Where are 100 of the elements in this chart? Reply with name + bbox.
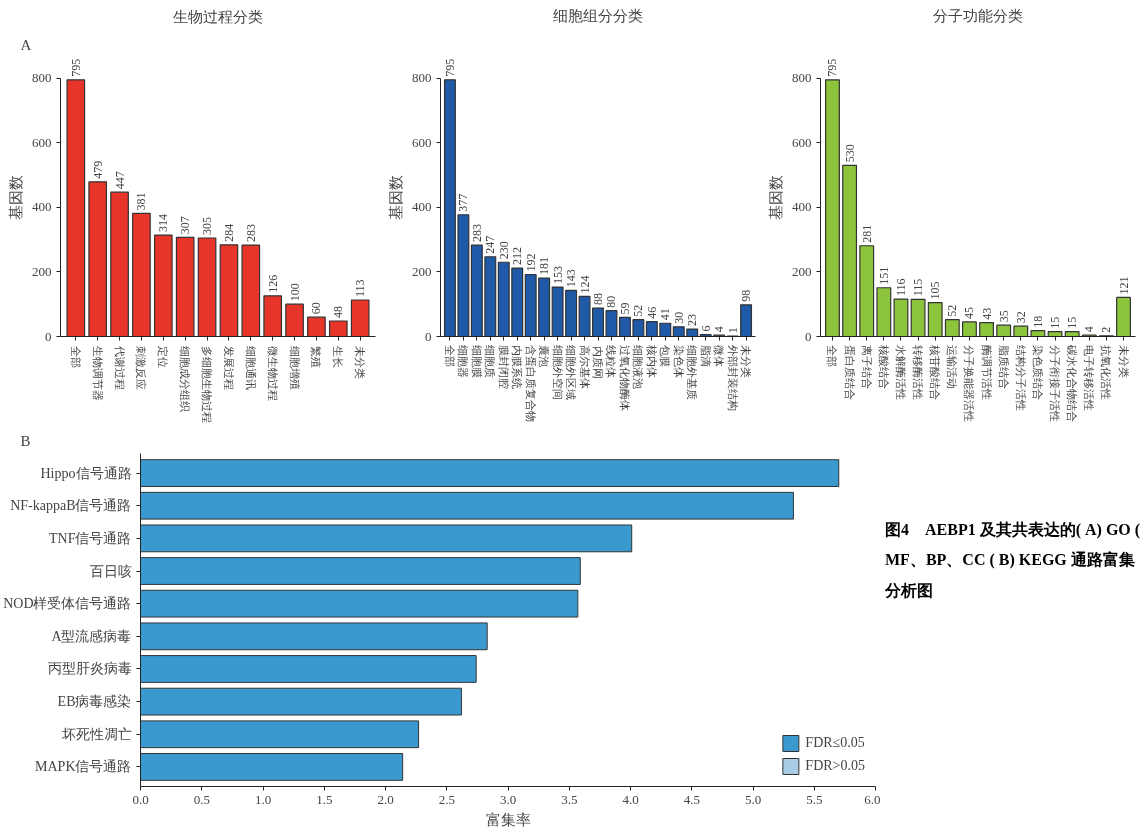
x-tick-label: 细胞通讯 bbox=[244, 345, 257, 390]
data-label: 113 bbox=[353, 279, 368, 298]
data-label: 18 bbox=[1030, 315, 1045, 328]
caption: 图4 AEBP1 及其共表达的( A) GO ( MF、BP、CC ( B) KEGG 通路富集分析图 bbox=[885, 520, 1142, 601]
x-tick-label: 4.5 bbox=[683, 791, 700, 807]
data-label: 105 bbox=[928, 281, 943, 300]
data-label: 126 bbox=[265, 274, 280, 293]
x-tick-label: 代谢过程 bbox=[113, 344, 126, 390]
data-label: 6 bbox=[698, 325, 713, 332]
x-tick-label: 未分类 bbox=[1117, 345, 1130, 379]
data-label: 43 bbox=[979, 307, 994, 320]
data-label: 2 bbox=[1099, 326, 1114, 333]
x-tick-label: 5.0 bbox=[744, 791, 762, 807]
data-label: 447 bbox=[112, 171, 127, 190]
chart-title: 生物过程分类 bbox=[173, 8, 263, 25]
x-tick-label: 全部 bbox=[443, 345, 456, 368]
x-tick-label: 细胞液泡 bbox=[632, 345, 645, 390]
x-tick-label: 转移酶活性 bbox=[912, 345, 925, 401]
x-tick-label: 水解酶活性 bbox=[894, 345, 907, 401]
y-tick-label: 200 bbox=[32, 263, 52, 279]
data-label: 281 bbox=[859, 224, 874, 243]
chart-title: 分子功能分类 bbox=[933, 7, 1023, 24]
x-tick-label: 细胞外区域 bbox=[565, 345, 578, 401]
data-label: 4 bbox=[712, 326, 727, 333]
data-label: 115 bbox=[911, 278, 926, 297]
data-label: 795 bbox=[442, 58, 457, 77]
x-tick-label: 定位 bbox=[157, 345, 170, 368]
data-label: 4 bbox=[1082, 326, 1097, 333]
data-label: 48 bbox=[331, 306, 346, 318]
data-label: 795 bbox=[825, 58, 840, 77]
x-tick-label: 全部 bbox=[826, 345, 839, 368]
data-label: 530 bbox=[842, 144, 857, 163]
x-axis-title: 富集率 bbox=[485, 811, 531, 828]
x-tick-label: 微生物过程 bbox=[266, 345, 279, 401]
x-tick-label: 细胞膜 bbox=[470, 345, 483, 379]
data-label: 60 bbox=[309, 302, 324, 315]
data-label: 151 bbox=[876, 266, 891, 285]
y-tick-label: 600 bbox=[792, 134, 812, 150]
y-tick-label: 400 bbox=[792, 199, 812, 215]
x-tick-label: 运输活动 bbox=[946, 345, 959, 390]
data-label: 45 bbox=[962, 306, 977, 319]
data-label: 283 bbox=[243, 224, 258, 243]
x-tick-label: 离子结合 bbox=[860, 345, 873, 390]
x-tick-label: 内质网 bbox=[592, 345, 604, 379]
y-tick-label: 400 bbox=[32, 199, 52, 215]
x-tick-label: 0.5 bbox=[193, 791, 210, 807]
x-tick-label: 蛋白质结合 bbox=[843, 345, 856, 401]
data-label: 52 bbox=[631, 304, 646, 317]
data-label: 212 bbox=[510, 247, 525, 266]
x-tick-label: 脂质结合 bbox=[997, 345, 1010, 390]
x-tick-label: 线粒体 bbox=[605, 345, 618, 379]
x-tick-label: 5.5 bbox=[806, 791, 823, 807]
x-tick-label: 细胞外基质 bbox=[686, 345, 699, 401]
y-tick-label: NOD样受体信号通路 bbox=[3, 596, 132, 612]
y-tick-label: A型流感病毒 bbox=[51, 628, 132, 644]
data-label: 52 bbox=[945, 304, 960, 317]
data-label: 307 bbox=[178, 216, 193, 235]
x-tick-label: 0.0 bbox=[132, 791, 149, 807]
data-label: 795 bbox=[68, 58, 83, 77]
data-label: 381 bbox=[134, 192, 149, 211]
x-tick-label: 分子衔接子活性 bbox=[1049, 345, 1062, 423]
x-tick-label: 包膜 bbox=[659, 345, 672, 368]
data-label: 479 bbox=[90, 160, 105, 179]
x-tick-label: 多细胞生物过程 bbox=[201, 345, 214, 423]
text: A bbox=[20, 36, 32, 53]
x-tick-label: 细胞质 bbox=[484, 345, 497, 379]
x-tick-label: 酶调节活性 bbox=[980, 345, 993, 401]
y-tick-label: 600 bbox=[412, 134, 432, 150]
x-tick-label: 细胞成分组织 bbox=[179, 345, 192, 412]
y-tick-label: 丙型肝炎病毒 bbox=[47, 661, 132, 677]
x-tick-label: 生长 bbox=[332, 345, 345, 368]
x-tick-label: 核内体 bbox=[645, 344, 658, 379]
data-label: 230 bbox=[496, 241, 511, 260]
y-tick-label: 400 bbox=[412, 199, 432, 215]
x-tick-label: 3.0 bbox=[499, 791, 517, 807]
x-tick-label: 抗氧化活性 bbox=[1100, 345, 1113, 401]
y-tick-label: 200 bbox=[412, 263, 432, 279]
data-label: 305 bbox=[200, 217, 215, 236]
x-tick-label: 膜封闭腔 bbox=[497, 345, 510, 390]
x-tick-label: 囊泡 bbox=[538, 345, 551, 368]
y-tick-label: 0 bbox=[805, 328, 812, 344]
data-label: 30 bbox=[671, 311, 686, 324]
y-tick-label: 600 bbox=[32, 134, 52, 150]
data-label: 32 bbox=[1013, 311, 1028, 324]
x-tick-label: 染色体 bbox=[672, 345, 685, 379]
data-label: 35 bbox=[996, 310, 1011, 323]
x-tick-label: 1.5 bbox=[316, 791, 333, 807]
x-tick-label: 脂滴 bbox=[699, 345, 712, 368]
data-label: 284 bbox=[221, 223, 236, 242]
legend-label: FDR≤0.05 bbox=[805, 735, 865, 751]
x-tick-label: 碳水化合物结合 bbox=[1066, 344, 1079, 423]
data-label: 121 bbox=[1116, 276, 1131, 295]
x-tick-label: 过氧化物酶体 bbox=[618, 345, 631, 412]
data-label: 15 bbox=[1065, 316, 1080, 329]
data-label: 153 bbox=[550, 266, 565, 285]
data-label: 124 bbox=[577, 275, 592, 294]
data-label: 283 bbox=[469, 224, 484, 243]
x-tick-label: 发展过程 bbox=[222, 345, 235, 390]
text: B bbox=[20, 432, 31, 449]
x-tick-label: 2.5 bbox=[438, 791, 455, 807]
